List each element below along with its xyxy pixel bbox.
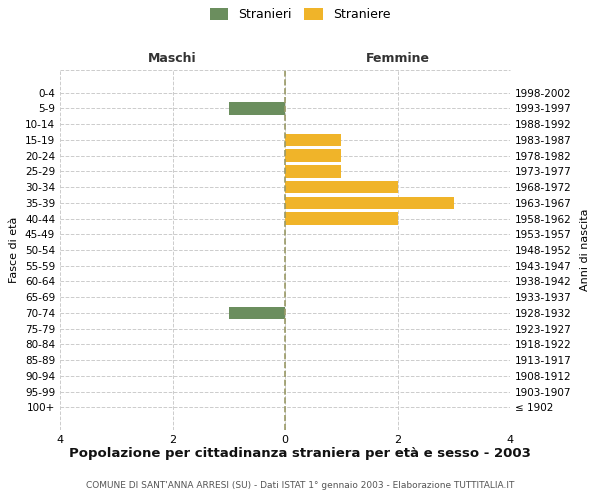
Text: Popolazione per cittadinanza straniera per età e sesso - 2003: Popolazione per cittadinanza straniera p… [69,448,531,460]
Y-axis label: Anni di nascita: Anni di nascita [580,209,590,291]
Legend: Stranieri, Straniere: Stranieri, Straniere [205,2,395,26]
Y-axis label: Fasce di età: Fasce di età [10,217,19,283]
Bar [285,165,341,177]
Bar [285,196,454,209]
Bar [285,181,398,194]
Bar [285,134,341,146]
Text: Femmine: Femmine [365,52,430,65]
Bar [285,212,398,225]
Bar [285,150,341,162]
Bar [229,102,285,115]
Text: Maschi: Maschi [148,52,197,65]
Text: COMUNE DI SANT'ANNA ARRESI (SU) - Dati ISTAT 1° gennaio 2003 - Elaborazione TUTT: COMUNE DI SANT'ANNA ARRESI (SU) - Dati I… [86,480,514,490]
Bar [229,306,285,319]
